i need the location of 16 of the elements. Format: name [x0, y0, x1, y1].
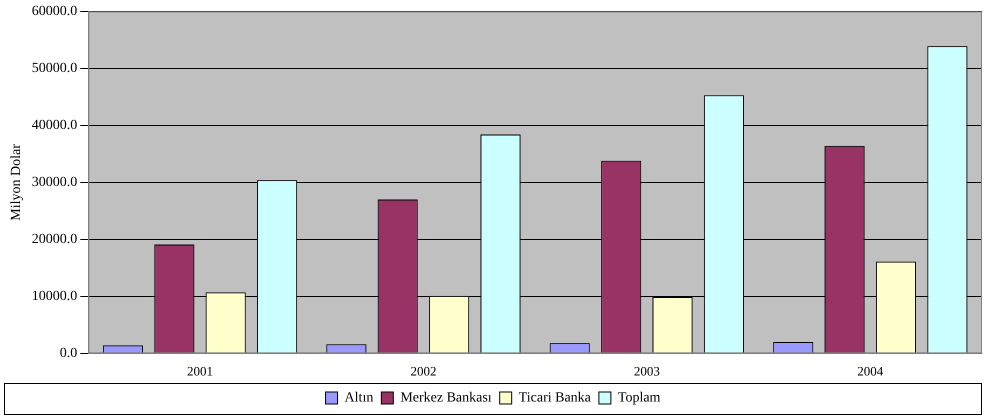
- legend-label: Merkez Bankası: [400, 390, 492, 406]
- y-tick-label: 10000.0: [32, 289, 78, 304]
- x-tick-label: 2001: [187, 364, 214, 379]
- y-tick-label: 50000.0: [32, 61, 78, 76]
- x-tick-label: 2002: [410, 364, 436, 379]
- legend-label: Ticari Banka: [518, 390, 592, 406]
- y-tick-label: 40000.0: [32, 118, 78, 134]
- y-tick-label: 60000.0: [32, 4, 78, 20]
- x-tick-label: 2003: [634, 364, 660, 379]
- y-axis-title: Milyon Dolar: [9, 144, 24, 221]
- y-tick-label: 0.0: [60, 346, 78, 362]
- y-tick-label: 30000.0: [32, 175, 78, 190]
- x-tick-label: 2004: [857, 364, 884, 379]
- legend-label: Altın: [344, 390, 374, 406]
- y-tick-label: 20000.0: [32, 232, 78, 248]
- legend-label: Toplam: [618, 390, 661, 406]
